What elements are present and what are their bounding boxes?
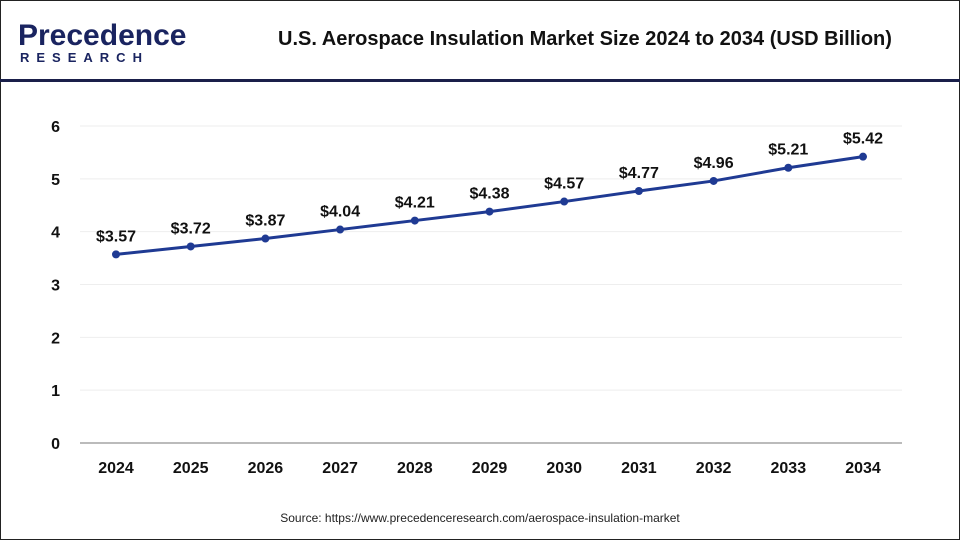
x-tick-label: 2033 <box>771 460 807 477</box>
data-label: $4.96 <box>694 155 734 172</box>
data-label: $4.21 <box>395 195 435 212</box>
data-label: $3.87 <box>245 213 285 230</box>
data-point <box>261 234 270 243</box>
x-tick-label: 2026 <box>248 460 284 477</box>
data-label: $4.77 <box>619 165 659 182</box>
data-label: $4.04 <box>320 204 360 221</box>
data-label: $3.57 <box>96 228 136 245</box>
data-point <box>709 176 718 185</box>
data-point <box>112 250 120 259</box>
data-point <box>336 225 345 234</box>
y-tick-label: 3 <box>51 278 60 295</box>
header: Precedence RESEARCH U.S. Aerospace Insul… <box>0 0 960 82</box>
data-point <box>784 163 793 172</box>
y-tick-label: 2 <box>51 330 60 347</box>
data-label: $3.72 <box>171 220 211 237</box>
logo-subtext: RESEARCH <box>20 50 149 65</box>
x-tick-label: 2029 <box>472 460 508 477</box>
data-point <box>859 152 867 161</box>
x-tick-label: 2028 <box>397 460 433 477</box>
y-tick-label: 6 <box>51 119 60 136</box>
y-tick-label: 1 <box>51 383 60 400</box>
data-point <box>560 197 569 206</box>
x-tick-label: 2024 <box>98 460 134 477</box>
y-tick-label: 4 <box>51 225 60 242</box>
data-point <box>410 216 419 225</box>
logo: Precedence RESEARCH <box>18 19 187 66</box>
x-tick-label: 2030 <box>546 460 582 477</box>
y-tick-label: 0 <box>51 436 60 453</box>
data-point <box>186 242 195 251</box>
x-tick-label: 2027 <box>322 460 358 477</box>
data-point <box>634 186 643 195</box>
x-tick-label: 2034 <box>845 460 881 477</box>
x-tick-label: 2032 <box>696 460 732 477</box>
data-label: $4.38 <box>469 186 509 203</box>
data-label: $5.42 <box>843 131 883 148</box>
data-label: $5.21 <box>768 142 808 159</box>
series-line <box>115 155 864 256</box>
logo-text: Precedence <box>18 19 187 52</box>
chart-title: U.S. Aerospace Insulation Market Size 20… <box>278 28 892 50</box>
x-tick-label: 2031 <box>621 460 657 477</box>
source-note: Source: https://www.precedenceresearch.c… <box>280 511 680 525</box>
data-point <box>485 207 494 216</box>
y-tick-label: 5 <box>51 172 60 189</box>
data-label: $4.57 <box>544 176 584 193</box>
x-tick-label: 2025 <box>173 460 209 477</box>
